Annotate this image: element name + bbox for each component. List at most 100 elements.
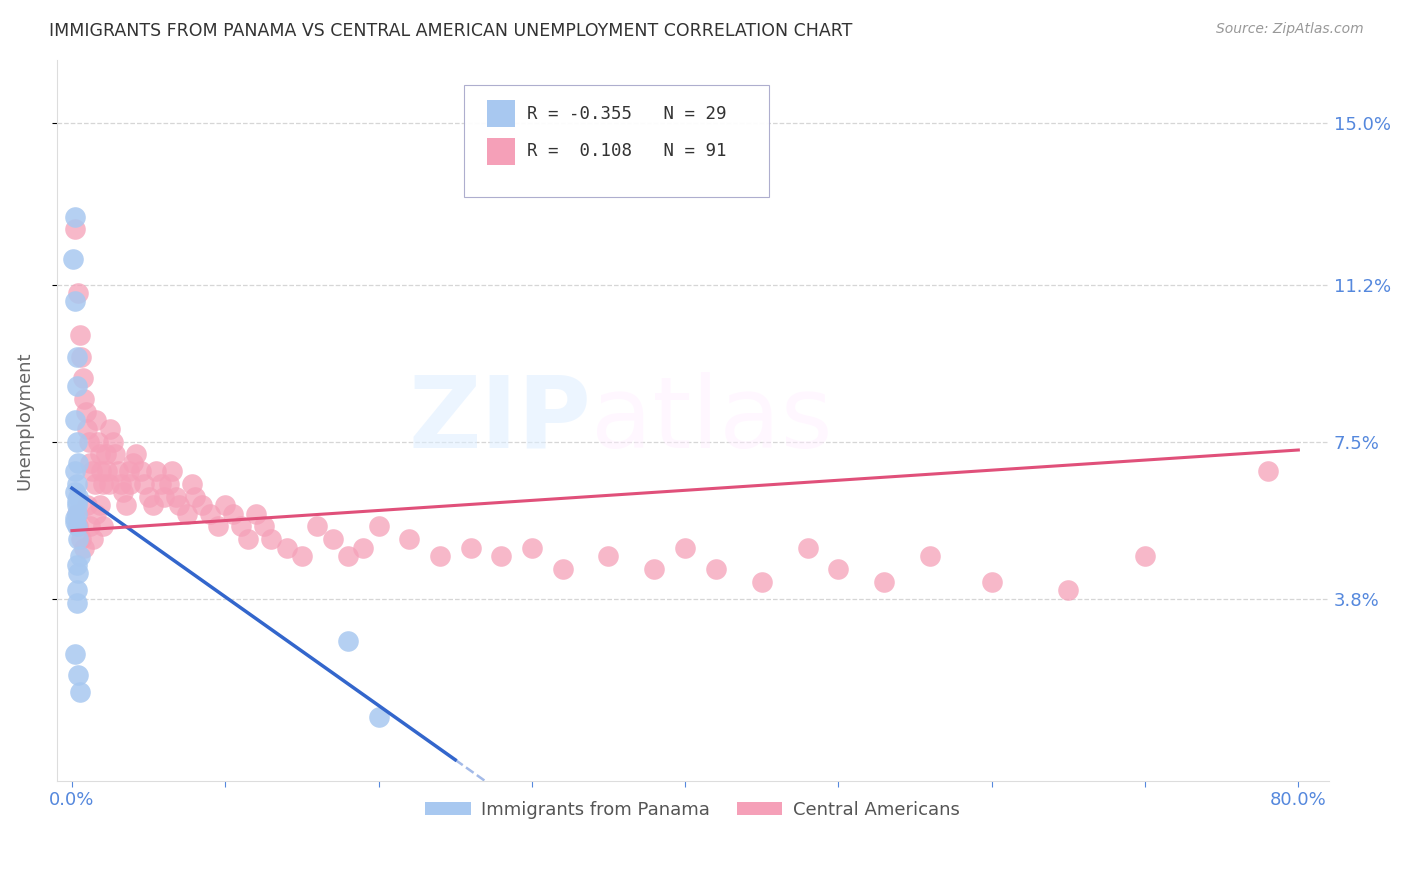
- Point: [63, 647, 86, 661]
- Point: [63, 413, 86, 427]
- Point: [229, 519, 252, 533]
- Point: [336, 634, 359, 648]
- Text: IMMIGRANTS FROM PANAMA VS CENTRAL AMERICAN UNEMPLOYMENT CORRELATION CHART: IMMIGRANTS FROM PANAMA VS CENTRAL AMERIC…: [49, 22, 852, 40]
- Point: [80, 464, 103, 478]
- Point: [77, 434, 100, 449]
- Point: [86, 507, 108, 521]
- Point: [79, 456, 101, 470]
- Point: [429, 549, 451, 563]
- Point: [336, 549, 359, 563]
- Point: [322, 532, 344, 546]
- Point: [183, 490, 205, 504]
- Point: [65, 596, 87, 610]
- Point: [98, 422, 121, 436]
- Point: [91, 477, 114, 491]
- Point: [260, 532, 283, 546]
- Point: [489, 549, 512, 563]
- Point: [107, 464, 129, 478]
- Point: [75, 405, 97, 419]
- Point: [63, 210, 86, 224]
- Point: [65, 379, 87, 393]
- Point: [82, 532, 104, 546]
- Point: [63, 222, 86, 236]
- Point: [207, 519, 229, 533]
- Point: [238, 532, 260, 546]
- Point: [643, 562, 665, 576]
- Point: [598, 549, 620, 563]
- Point: [153, 490, 176, 504]
- Point: [176, 507, 198, 521]
- Point: [291, 549, 314, 563]
- Point: [367, 710, 389, 724]
- Point: [69, 685, 91, 699]
- Point: [245, 507, 267, 521]
- Point: [122, 456, 145, 470]
- Text: atlas: atlas: [591, 372, 832, 469]
- Point: [67, 285, 90, 300]
- Point: [70, 350, 93, 364]
- Point: [76, 422, 98, 436]
- Point: [873, 574, 896, 589]
- Point: [90, 464, 112, 478]
- Point: [63, 464, 86, 478]
- Point: [69, 328, 91, 343]
- Point: [827, 562, 849, 576]
- Point: [149, 477, 172, 491]
- Y-axis label: Unemployment: Unemployment: [15, 351, 32, 490]
- Point: [73, 392, 96, 406]
- Point: [69, 549, 91, 563]
- Point: [460, 541, 482, 555]
- Point: [65, 494, 87, 508]
- Point: [87, 434, 110, 449]
- Point: [67, 490, 90, 504]
- Point: [76, 498, 98, 512]
- Point: [165, 490, 187, 504]
- Text: R = -0.355   N = 29: R = -0.355 N = 29: [527, 104, 727, 123]
- Point: [114, 498, 136, 512]
- Point: [67, 456, 90, 470]
- Bar: [486, 100, 515, 128]
- Point: [84, 477, 107, 491]
- Point: [980, 574, 1002, 589]
- Point: [704, 562, 727, 576]
- Point: [67, 566, 90, 580]
- Point: [118, 464, 141, 478]
- Point: [67, 668, 90, 682]
- Point: [797, 541, 820, 555]
- Point: [920, 549, 942, 563]
- Point: [67, 532, 90, 546]
- Point: [111, 485, 134, 500]
- Point: [104, 447, 127, 461]
- Point: [160, 464, 183, 478]
- Point: [198, 507, 221, 521]
- Point: [65, 582, 87, 597]
- Point: [367, 519, 389, 533]
- Point: [138, 490, 160, 504]
- Point: [63, 294, 86, 309]
- Point: [132, 477, 155, 491]
- Point: [70, 532, 93, 546]
- Point: [62, 252, 84, 266]
- Point: [352, 541, 374, 555]
- Point: [222, 507, 245, 521]
- Point: [276, 541, 298, 555]
- Point: [67, 519, 90, 533]
- Text: R =  0.108   N = 91: R = 0.108 N = 91: [527, 142, 727, 161]
- Point: [65, 434, 87, 449]
- Point: [72, 371, 94, 385]
- Point: [167, 498, 190, 512]
- Point: [79, 519, 101, 533]
- Point: [89, 447, 111, 461]
- Point: [65, 558, 87, 572]
- Point: [142, 498, 165, 512]
- Point: [520, 541, 543, 555]
- Point: [65, 519, 87, 533]
- Point: [551, 562, 574, 576]
- Point: [157, 477, 180, 491]
- Bar: [486, 137, 515, 165]
- Point: [103, 434, 125, 449]
- Point: [65, 498, 87, 512]
- Point: [1133, 549, 1156, 563]
- Point: [191, 498, 214, 512]
- Text: ZIP: ZIP: [408, 372, 591, 469]
